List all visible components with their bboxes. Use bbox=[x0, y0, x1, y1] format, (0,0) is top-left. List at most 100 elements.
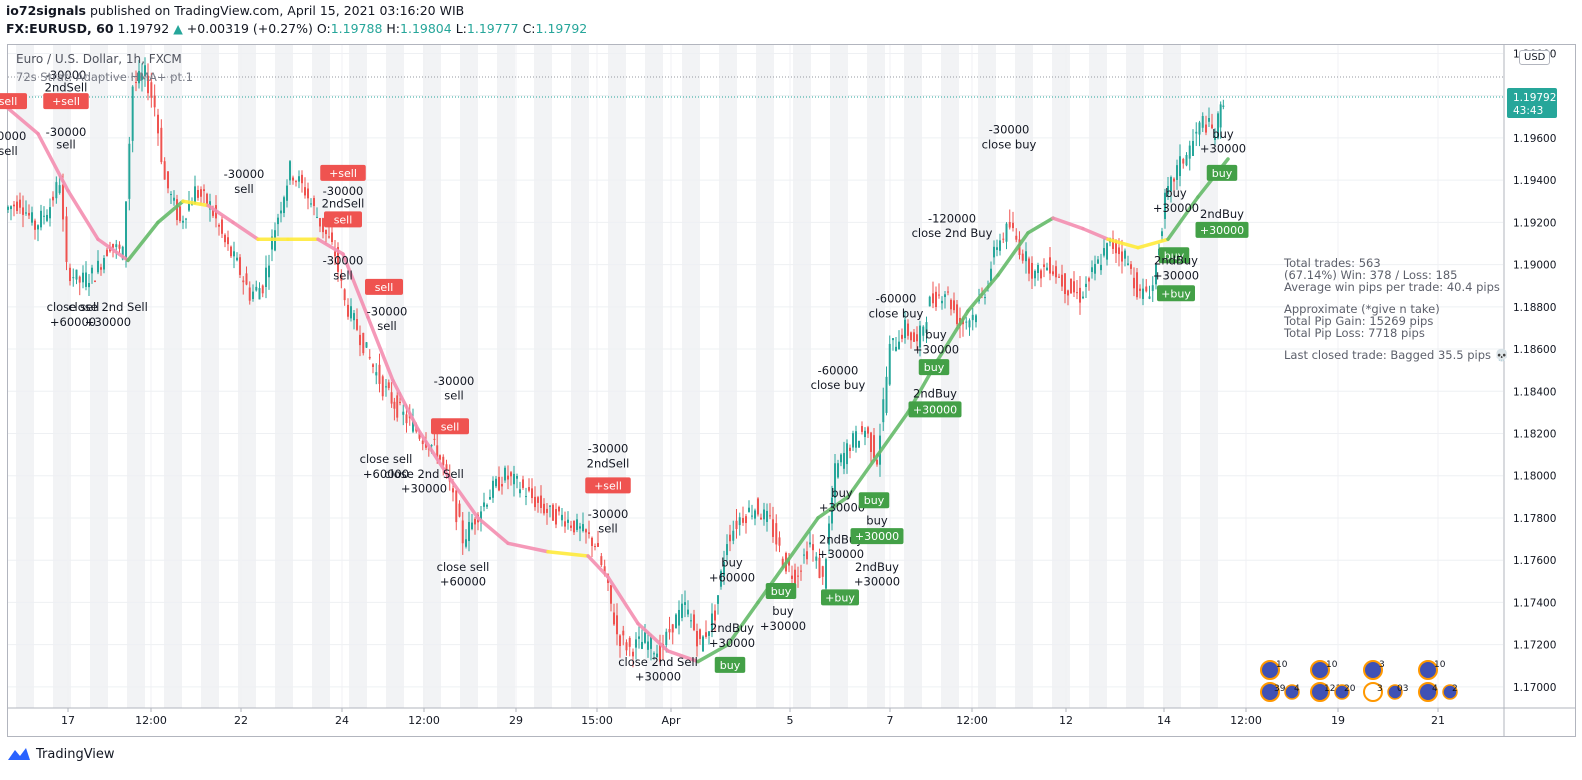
candle-body bbox=[1155, 263, 1157, 285]
candle-body bbox=[622, 630, 625, 636]
candle-body bbox=[471, 522, 473, 530]
signal-text: close buy bbox=[869, 306, 924, 320]
candle-body bbox=[564, 521, 566, 527]
candle-body bbox=[1073, 281, 1075, 293]
candle-body bbox=[864, 430, 866, 438]
buy-label-text: +buy bbox=[1161, 287, 1191, 300]
signal-text: -60000 bbox=[818, 363, 859, 377]
signal-text: +30000 bbox=[1200, 142, 1246, 156]
signal-text: buy bbox=[1212, 127, 1234, 141]
candle-body bbox=[486, 504, 488, 507]
stats-win-loss: (67.14%) Win: 378 / Loss: 185 bbox=[1284, 268, 1458, 282]
sell-label bbox=[324, 211, 362, 228]
study-legend[interactable]: 72s Strat: Adaptive HMA+ pt.1 bbox=[16, 70, 193, 84]
buy-label-text: buy bbox=[924, 361, 945, 374]
candle-body bbox=[671, 624, 674, 633]
candle-body bbox=[1088, 278, 1090, 282]
candle-body bbox=[840, 454, 842, 463]
signal-text: close 2nd Sell bbox=[384, 467, 464, 481]
hma-segment bbox=[1026, 216, 1055, 235]
candle-body bbox=[170, 194, 172, 196]
hma-segment bbox=[696, 642, 730, 664]
sell-label-text: +sell bbox=[329, 167, 357, 180]
candle-body bbox=[858, 441, 860, 448]
event-count: 03 bbox=[1397, 684, 1408, 694]
candle-body bbox=[1185, 154, 1188, 166]
signal-text: close sell bbox=[437, 560, 490, 574]
candle-body bbox=[984, 297, 986, 299]
y-tick-label: 1.19200 bbox=[1513, 217, 1556, 229]
candle-body bbox=[236, 257, 238, 261]
session-band bbox=[793, 45, 811, 708]
signal-text: 2ndSell bbox=[322, 197, 365, 211]
candle-body bbox=[55, 182, 58, 199]
candle-body bbox=[1100, 264, 1102, 271]
session-band bbox=[423, 45, 441, 708]
candle-body bbox=[834, 463, 836, 498]
footer-brand[interactable]: TradingView bbox=[6, 746, 115, 762]
candle-body bbox=[971, 314, 974, 321]
candle-body bbox=[252, 291, 254, 300]
hma-segment bbox=[206, 203, 235, 225]
candle-body bbox=[632, 651, 634, 657]
candle-body bbox=[1008, 222, 1011, 228]
hma-segment bbox=[846, 452, 880, 499]
candle-body bbox=[43, 215, 45, 217]
event-count: 3 bbox=[1377, 684, 1383, 694]
sell-label bbox=[431, 418, 469, 435]
signal-text: +30000 bbox=[401, 482, 447, 496]
candle-body bbox=[797, 575, 799, 577]
signal-text: buy bbox=[1165, 186, 1187, 200]
candle-body bbox=[913, 332, 915, 342]
signal-text: -30000 bbox=[989, 123, 1030, 137]
signal-text: 60000 bbox=[0, 129, 26, 143]
session-band bbox=[978, 45, 996, 708]
candle-body bbox=[1214, 137, 1216, 141]
buy-label bbox=[1158, 247, 1190, 264]
candle-body bbox=[16, 201, 18, 211]
candle-body bbox=[1034, 270, 1036, 279]
candle-body bbox=[498, 476, 500, 491]
signal-text: buy bbox=[925, 327, 947, 341]
candle-body bbox=[597, 543, 599, 547]
candle-body bbox=[359, 334, 361, 346]
author-name[interactable]: io72signals bbox=[6, 3, 86, 18]
candle-body bbox=[289, 161, 291, 181]
candle-body bbox=[372, 364, 374, 367]
currency-button[interactable]: USD bbox=[1519, 50, 1551, 65]
candle-body bbox=[1002, 238, 1005, 240]
candle-body bbox=[510, 472, 512, 477]
session-band bbox=[571, 45, 589, 708]
candle-body bbox=[393, 401, 396, 409]
candle-body bbox=[58, 185, 61, 194]
candle-body bbox=[1211, 124, 1213, 129]
candle-body bbox=[613, 612, 615, 625]
candle-body bbox=[100, 267, 102, 270]
signal-text: +30000 bbox=[1153, 201, 1199, 215]
signal-text: -30000 bbox=[46, 68, 87, 82]
hma-segment bbox=[446, 473, 480, 520]
chart-legend-title[interactable]: Euro / U.S. Dollar, 1h, FXCM bbox=[16, 52, 182, 66]
hma-segment bbox=[391, 378, 420, 432]
event-count: 4 bbox=[1432, 684, 1438, 694]
candle-body bbox=[723, 562, 725, 576]
candle-body bbox=[846, 443, 848, 465]
sell-label bbox=[585, 477, 631, 494]
footer-brand-label: TradingView bbox=[36, 746, 115, 762]
hma-segment bbox=[231, 220, 260, 242]
sell-label-text: sell bbox=[441, 420, 460, 433]
signal-text: close buy bbox=[811, 378, 866, 392]
candle-body bbox=[65, 216, 68, 262]
candle-body bbox=[772, 519, 774, 537]
candle-body bbox=[125, 201, 127, 260]
eu-flag-icon bbox=[1310, 682, 1330, 702]
signal-text: +30000 bbox=[760, 619, 806, 633]
candle-body bbox=[261, 285, 264, 294]
candle-body bbox=[430, 445, 433, 447]
candle-body bbox=[1142, 288, 1144, 299]
eu-flag-icon bbox=[1310, 660, 1330, 680]
candle-body bbox=[714, 610, 716, 621]
buy-label bbox=[918, 359, 950, 376]
candle-body bbox=[1115, 240, 1117, 254]
